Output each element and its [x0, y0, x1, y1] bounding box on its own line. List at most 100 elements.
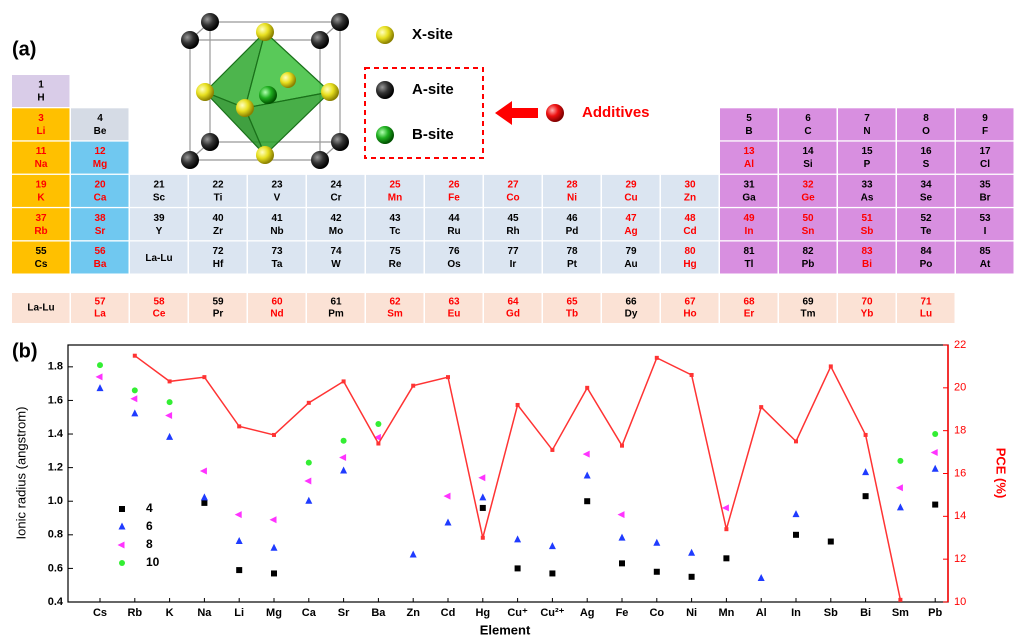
- legend-label: B-site: [412, 126, 454, 143]
- element-cell: [12, 141, 70, 174]
- atomic-number: 41: [271, 213, 283, 224]
- data-point: [688, 548, 696, 556]
- element-symbol: Gd: [506, 309, 520, 320]
- element-cell: [602, 208, 660, 241]
- data-point: [270, 543, 278, 551]
- element-symbol: Sc: [153, 193, 166, 204]
- element-cell: [12, 241, 70, 274]
- x-axis-title: Element: [480, 622, 531, 637]
- atomic-number: 35: [979, 180, 991, 191]
- data-point: [723, 555, 730, 562]
- data-point: [375, 420, 382, 427]
- element-cell: [307, 174, 365, 207]
- data-point: [236, 567, 243, 574]
- element-cell: [720, 293, 778, 323]
- y2-tick-label: 10: [954, 596, 966, 608]
- element-cell: [543, 208, 601, 241]
- atomic-number: 81: [743, 246, 755, 257]
- data-point: [376, 441, 381, 446]
- x-tick-label: Mn: [718, 607, 734, 619]
- element-symbol: P: [864, 159, 871, 170]
- element-cell: [720, 241, 778, 274]
- element-symbol: Sb: [861, 226, 874, 237]
- atomic-number: 37: [35, 213, 47, 224]
- atomic-number: 73: [271, 246, 283, 257]
- element-symbol: Pm: [328, 309, 344, 320]
- x-tick-label: Bi: [860, 607, 871, 619]
- data-point: [340, 466, 348, 474]
- element-cell: [956, 141, 1014, 174]
- y-axis-title: Ionic radius (angstrom): [13, 407, 28, 540]
- element-symbol: Cr: [330, 193, 341, 204]
- element-cell: [425, 293, 483, 323]
- atomic-number: 70: [861, 297, 873, 308]
- element-cell: [779, 174, 837, 207]
- element-cell: [12, 174, 70, 207]
- element-symbol: Ag: [624, 226, 637, 237]
- data-point: [479, 493, 487, 501]
- additive-sphere: [546, 104, 564, 122]
- element-cell: [543, 241, 601, 274]
- atomic-number: 50: [802, 213, 814, 224]
- atomic-number: 39: [153, 213, 165, 224]
- element-symbol: Nd: [270, 309, 283, 320]
- atomic-number: 48: [684, 213, 696, 224]
- element-cell: [838, 174, 896, 207]
- data-point: [862, 468, 870, 476]
- atomic-number: 58: [153, 297, 165, 308]
- element-cell: [248, 174, 306, 207]
- y2-tick-label: 12: [954, 553, 966, 565]
- element-cell: [897, 241, 955, 274]
- element-symbol: Os: [447, 259, 461, 270]
- x-tick-label: Sr: [338, 607, 350, 619]
- element-cell: [838, 241, 896, 274]
- element-symbol: Tm: [801, 309, 816, 320]
- element-symbol: As: [861, 193, 874, 204]
- element-symbol: Ni: [567, 193, 577, 204]
- element-symbol: V: [274, 193, 281, 204]
- panel-label: (a): [12, 38, 36, 60]
- element-symbol: Ho: [683, 309, 696, 320]
- atomic-number: 44: [448, 213, 460, 224]
- data-point: [131, 387, 138, 394]
- data-point: [373, 433, 381, 441]
- element-symbol: Cl: [980, 159, 990, 170]
- x-tick-label: Cd: [441, 607, 456, 619]
- data-point: [794, 439, 798, 444]
- atomic-number: 29: [625, 180, 637, 191]
- element-symbol: Yb: [861, 309, 874, 320]
- x-site-sphere: [376, 26, 394, 44]
- element-symbol: O: [922, 126, 930, 137]
- element-cell: [602, 174, 660, 207]
- x-tick-label: Na: [197, 607, 212, 619]
- element-cell: [189, 241, 247, 274]
- atomic-number: 38: [94, 213, 106, 224]
- atomic-number: 66: [625, 297, 637, 308]
- element-symbol: Cd: [683, 226, 696, 237]
- element-symbol: Tc: [390, 226, 401, 237]
- element-cell: [484, 208, 542, 241]
- atomic-number: 9: [982, 113, 988, 124]
- x-tick-label: Cu²⁺: [540, 607, 564, 619]
- data-point: [411, 383, 416, 388]
- element-cell: [779, 241, 837, 274]
- atomic-number: 6: [805, 113, 811, 124]
- element-cell: [71, 208, 129, 241]
- atomic-number: 56: [94, 246, 106, 257]
- element-symbol: Li: [37, 126, 46, 137]
- data-point: [898, 597, 903, 602]
- element-cell: [366, 241, 424, 274]
- element-symbol: La-Lu: [145, 253, 172, 264]
- atomic-number: 60: [271, 297, 283, 308]
- element-cell: [661, 208, 719, 241]
- element-symbol: Si: [803, 159, 813, 170]
- element-symbol: Co: [506, 193, 519, 204]
- atomic-number: 76: [448, 246, 460, 257]
- element-symbol: Fe: [448, 193, 460, 204]
- element-symbol: At: [980, 259, 991, 270]
- atomic-number: 45: [507, 213, 519, 224]
- element-cell: [838, 108, 896, 141]
- element-cell: [956, 241, 1014, 274]
- legend-marker: [117, 541, 125, 549]
